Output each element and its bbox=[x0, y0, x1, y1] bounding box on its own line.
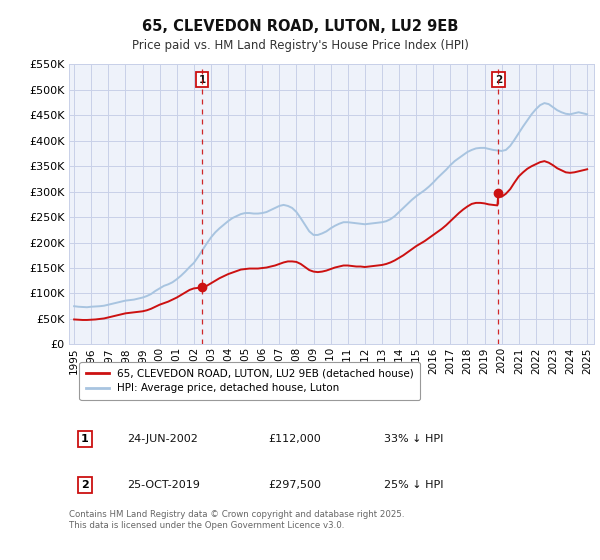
Text: Price paid vs. HM Land Registry's House Price Index (HPI): Price paid vs. HM Land Registry's House … bbox=[131, 39, 469, 53]
Legend: 65, CLEVEDON ROAD, LUTON, LU2 9EB (detached house), HPI: Average price, detached: 65, CLEVEDON ROAD, LUTON, LU2 9EB (detac… bbox=[79, 362, 420, 400]
Text: 1: 1 bbox=[81, 434, 89, 444]
Text: £297,500: £297,500 bbox=[269, 480, 322, 490]
Text: 33% ↓ HPI: 33% ↓ HPI bbox=[384, 434, 443, 444]
Text: 25-OCT-2019: 25-OCT-2019 bbox=[127, 480, 200, 490]
Text: 1: 1 bbox=[199, 74, 206, 85]
Text: £112,000: £112,000 bbox=[269, 434, 321, 444]
Text: 65, CLEVEDON ROAD, LUTON, LU2 9EB: 65, CLEVEDON ROAD, LUTON, LU2 9EB bbox=[142, 20, 458, 34]
Text: 24-JUN-2002: 24-JUN-2002 bbox=[127, 434, 197, 444]
Text: Contains HM Land Registry data © Crown copyright and database right 2025.
This d: Contains HM Land Registry data © Crown c… bbox=[69, 510, 404, 530]
Text: 25% ↓ HPI: 25% ↓ HPI bbox=[384, 480, 443, 490]
Text: 2: 2 bbox=[81, 480, 89, 490]
Text: 2: 2 bbox=[495, 74, 502, 85]
